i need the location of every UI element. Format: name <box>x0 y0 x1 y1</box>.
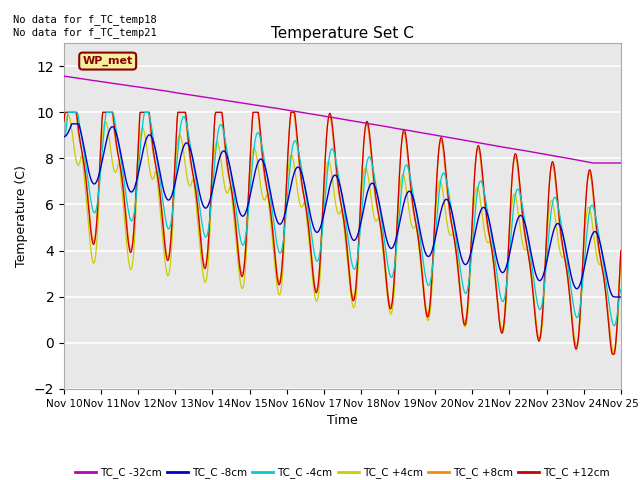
Legend: TC_C -32cm, TC_C -8cm, TC_C -4cm, TC_C +4cm, TC_C +8cm, TC_C +12cm: TC_C -32cm, TC_C -8cm, TC_C -4cm, TC_C +… <box>71 463 614 480</box>
Y-axis label: Temperature (C): Temperature (C) <box>15 165 28 267</box>
Title: Temperature Set C: Temperature Set C <box>271 25 414 41</box>
Text: WP_met: WP_met <box>83 56 133 66</box>
X-axis label: Time: Time <box>327 414 358 427</box>
Text: No data for f_TC_temp18
No data for f_TC_temp21: No data for f_TC_temp18 No data for f_TC… <box>13 14 157 38</box>
